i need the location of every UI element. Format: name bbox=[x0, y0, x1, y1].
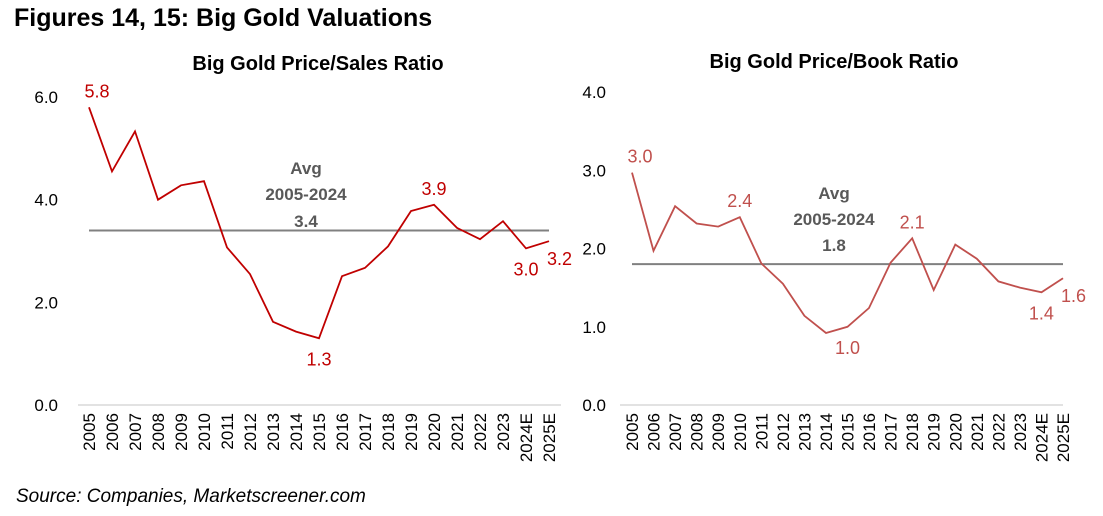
average-label: 2005-2024 bbox=[265, 185, 347, 204]
data-label: 3.2 bbox=[547, 249, 572, 269]
x-tick-label: 2014 bbox=[287, 413, 306, 451]
x-tick-label: 2006 bbox=[645, 413, 664, 451]
data-label: 2.4 bbox=[727, 191, 752, 211]
data-label: 5.8 bbox=[84, 81, 109, 101]
x-tick-label: 2014 bbox=[817, 413, 836, 451]
data-label: 3.0 bbox=[627, 147, 652, 167]
average-label: 3.4 bbox=[294, 212, 318, 231]
x-tick-label: 2018 bbox=[903, 413, 922, 451]
x-tick-label: 2025E bbox=[540, 413, 559, 462]
y-tick-label: 2.0 bbox=[34, 293, 58, 312]
y-tick-label: 1.0 bbox=[582, 318, 606, 337]
x-tick-label: 2017 bbox=[356, 413, 375, 451]
x-tick-label: 2016 bbox=[860, 413, 879, 451]
data-label: 1.4 bbox=[1029, 303, 1054, 323]
x-tick-label: 2024E bbox=[1032, 413, 1051, 462]
x-tick-label: 2009 bbox=[709, 413, 728, 451]
chart-title: Big Gold Price/Sales Ratio bbox=[192, 53, 443, 75]
data-label: 3.9 bbox=[421, 179, 446, 199]
y-tick-label: 0.0 bbox=[34, 396, 58, 415]
chart-title: Big Gold Price/Book Ratio bbox=[710, 51, 959, 73]
x-tick-label: 2008 bbox=[149, 413, 168, 451]
data-label: 3.0 bbox=[513, 259, 538, 279]
average-label: Avg bbox=[818, 184, 850, 203]
x-tick-label: 2007 bbox=[666, 413, 685, 451]
x-tick-label: 2013 bbox=[795, 413, 814, 451]
x-tick-label: 2007 bbox=[126, 413, 145, 451]
x-tick-label: 2011 bbox=[752, 413, 771, 450]
y-tick-label: 4.0 bbox=[34, 191, 58, 210]
x-tick-label: 2025E bbox=[1054, 413, 1073, 462]
x-tick-label: 2012 bbox=[241, 413, 260, 451]
y-tick-label: 0.0 bbox=[582, 396, 606, 415]
x-tick-label: 2012 bbox=[774, 413, 793, 451]
data-label: 2.1 bbox=[900, 212, 925, 232]
x-tick-label: 2006 bbox=[103, 413, 122, 451]
figure-title: Figures 14, 15: Big Gold Valuations bbox=[14, 4, 433, 32]
x-tick-label: 2005 bbox=[80, 413, 99, 451]
x-tick-label: 2021 bbox=[448, 413, 467, 451]
x-tick-label: 2022 bbox=[989, 413, 1008, 451]
x-tick-label: 2024E bbox=[517, 413, 536, 462]
x-tick-label: 2021 bbox=[968, 413, 987, 451]
x-tick-label: 2005 bbox=[623, 413, 642, 451]
x-tick-label: 2013 bbox=[264, 413, 283, 451]
x-tick-label: 2015 bbox=[839, 413, 858, 451]
x-tick-label: 2020 bbox=[946, 413, 965, 451]
y-tick-label: 4.0 bbox=[582, 83, 606, 102]
x-tick-label: 2011 bbox=[218, 413, 237, 450]
x-tick-label: 2023 bbox=[1011, 413, 1030, 451]
x-tick-label: 2015 bbox=[310, 413, 329, 451]
average-label: Avg bbox=[290, 159, 322, 178]
x-tick-label: 2016 bbox=[333, 413, 352, 451]
y-tick-label: 6.0 bbox=[34, 88, 58, 107]
average-label: 2005-2024 bbox=[793, 210, 875, 229]
y-tick-label: 2.0 bbox=[582, 240, 606, 259]
y-tick-label: 3.0 bbox=[582, 161, 606, 180]
x-tick-label: 2022 bbox=[471, 413, 490, 451]
x-tick-label: 2008 bbox=[688, 413, 707, 451]
data-label: 1.3 bbox=[306, 349, 331, 369]
data-label: 1.6 bbox=[1061, 286, 1086, 306]
source-note: Source: Companies, Marketscreener.com bbox=[16, 486, 366, 507]
x-tick-label: 2019 bbox=[925, 413, 944, 451]
x-tick-label: 2009 bbox=[172, 413, 191, 451]
x-tick-label: 2017 bbox=[882, 413, 901, 451]
average-label: 1.8 bbox=[822, 236, 846, 255]
data-label: 1.0 bbox=[835, 338, 860, 358]
x-tick-label: 2020 bbox=[425, 413, 444, 451]
x-tick-label: 2019 bbox=[402, 413, 421, 451]
x-tick-label: 2010 bbox=[195, 413, 214, 451]
x-tick-label: 2023 bbox=[494, 413, 513, 451]
x-tick-label: 2010 bbox=[731, 413, 750, 451]
x-tick-label: 2018 bbox=[379, 413, 398, 451]
